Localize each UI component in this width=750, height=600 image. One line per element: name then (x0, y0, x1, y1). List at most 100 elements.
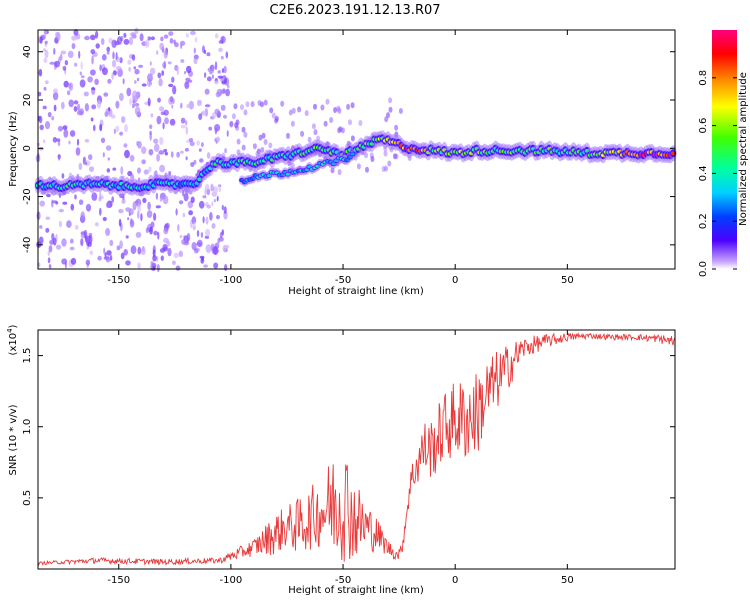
spectrogram-noise-cell (74, 62, 78, 67)
spectrogram-noise-cell (185, 126, 189, 135)
spectrogram-noise-cell (78, 162, 83, 171)
spectrogram-noise-cell (156, 50, 159, 55)
spectrogram-noise-cell (73, 106, 78, 112)
spectrogram-noise-cell (384, 165, 388, 172)
spectrogram-noise-cell (387, 160, 392, 167)
spectrogram-noise-cell (260, 101, 264, 108)
spectrogram-noise-cell (102, 216, 107, 222)
spectrogram-ytick-label: -40 (22, 237, 33, 253)
spectrogram-noise-cell (169, 118, 176, 126)
spectrogram-noise-cell (152, 255, 157, 262)
spectrogram-noise-cell (105, 255, 111, 263)
spectrogram-noise-cell (175, 208, 178, 216)
spectrogram-noise-cell (181, 239, 186, 245)
spectrogram-noise-cell (105, 202, 110, 209)
spectrogram-noise-cell (66, 220, 72, 228)
snr-xtick-label: -150 (107, 575, 130, 586)
spectrogram-noise-cell (79, 71, 83, 76)
spectrogram-noise-cell (134, 103, 140, 107)
spectrogram-noise-cell (184, 71, 187, 75)
spectrogram-noise-cell (133, 66, 137, 70)
spectrogram-xtick-label: -150 (107, 275, 130, 286)
spectrogram-noise-cell (171, 104, 174, 109)
spectrogram-noise-cell (38, 115, 43, 124)
spectrogram-noise-cell (196, 239, 203, 248)
spectrogram-noise-cell (130, 32, 136, 37)
spectrogram-noise-cell (110, 114, 116, 119)
colorbar-ticks: 0.0 0.2 0.4 0.6 0.8 (698, 70, 737, 277)
spectrogram-noise-cell (337, 127, 342, 134)
spectrogram-noise-cell (213, 262, 219, 269)
spectrogram-noise-cell (210, 185, 215, 192)
spectrogram-noise-cell (153, 138, 159, 144)
spectrogram-noise-cell (159, 136, 164, 146)
spectrogram-noise-cell (169, 96, 174, 103)
spectrogram-noise-cell (193, 159, 197, 165)
spectrogram-noise-cell (137, 262, 141, 270)
spectrogram-noise-cell (153, 143, 160, 152)
spectrogram-noise-cell (268, 142, 273, 149)
spectrogram-noise-cell (111, 59, 117, 68)
spectrogram-noise-cell (159, 106, 165, 112)
spectrogram-noise-cell (120, 252, 125, 260)
spectrogram-xtick-label: -50 (335, 275, 351, 286)
spectrogram-noise-cell (121, 199, 126, 204)
spectrogram-noise-cell (101, 67, 108, 76)
spectrogram-noise-cell (271, 112, 276, 119)
spectrogram-noise-cell (304, 110, 309, 117)
spectrogram-noise-cell (122, 78, 125, 85)
spectrogram-noise-cell (136, 141, 140, 146)
spectrogram-noise-cell (80, 211, 85, 220)
spectrogram-noise-cell (100, 38, 105, 45)
spectrogram-noise-cell (130, 174, 135, 182)
spectrogram-noise-cell (99, 64, 102, 72)
snr-ytick-label: 0.5 (22, 490, 33, 506)
spectrogram-noise-cell (350, 102, 355, 109)
spectrogram-noise-cell (217, 75, 224, 79)
spectrogram-noise-cell (209, 70, 213, 75)
spectrogram-noise-cell (300, 130, 305, 137)
spectrogram-noise-cell (57, 140, 61, 147)
spectrogram-noise-cell (194, 36, 198, 43)
spectrogram-noise-cell (85, 259, 91, 266)
spectrogram-noise-cell (137, 246, 142, 255)
spectrogram-noise-cell (330, 167, 335, 174)
spectrogram-noise-cell (125, 235, 129, 239)
spectrogram-noise-cell (145, 227, 150, 234)
spectrogram-noise-cell (149, 226, 153, 235)
snr-ytick-label: 1.0 (22, 419, 33, 435)
spectrogram-noise-cell (193, 57, 198, 65)
spectrogram-noise-cell (163, 34, 169, 39)
spectrogram-noise-cell (155, 205, 161, 209)
spectrogram-noise-cell (160, 111, 166, 116)
spectrogram-noise-cell (274, 115, 279, 122)
spectrogram-noise-cell (196, 230, 200, 237)
spectrogram-noise-cell (171, 260, 176, 266)
spectrogram-noise-cell (184, 81, 190, 89)
spectrogram-noise-cell (44, 121, 51, 130)
spectrogram-noise-cell (234, 122, 239, 129)
spectrogram-noise-cell (129, 36, 133, 46)
spectrogram-noise-cell (140, 213, 143, 222)
spectrogram-noise-cell (129, 154, 135, 162)
spectrogram-noise-cell (52, 200, 58, 204)
spectrogram-noise-cell (48, 245, 53, 253)
spectrogram-noise-cell (220, 104, 226, 111)
spectrogram-noise-cell (211, 201, 214, 207)
spectrogram-noise-cell (61, 173, 65, 179)
spectrogram-noise-cell (165, 222, 170, 229)
spectrogram-noise-cell (189, 30, 196, 36)
spectrogram-noise-cell (175, 265, 181, 271)
spectrogram-noise-cell (241, 126, 246, 133)
spectrogram-noise-cell (78, 199, 84, 205)
spectrogram-noise-cell (214, 61, 218, 71)
spectrogram-noise-cell (224, 148, 227, 154)
spectrogram-noise-cell (204, 88, 210, 95)
spectrogram-noise-cell (131, 54, 136, 61)
spectrogram-noise-cell (62, 65, 67, 71)
spectrogram-noise-cell (119, 240, 123, 249)
spectrogram-noise-cell (135, 231, 142, 238)
spectrogram-noise-cell (61, 238, 67, 247)
spectrogram-noise-cell (123, 38, 130, 45)
spectrogram-noise-cell (128, 67, 131, 72)
